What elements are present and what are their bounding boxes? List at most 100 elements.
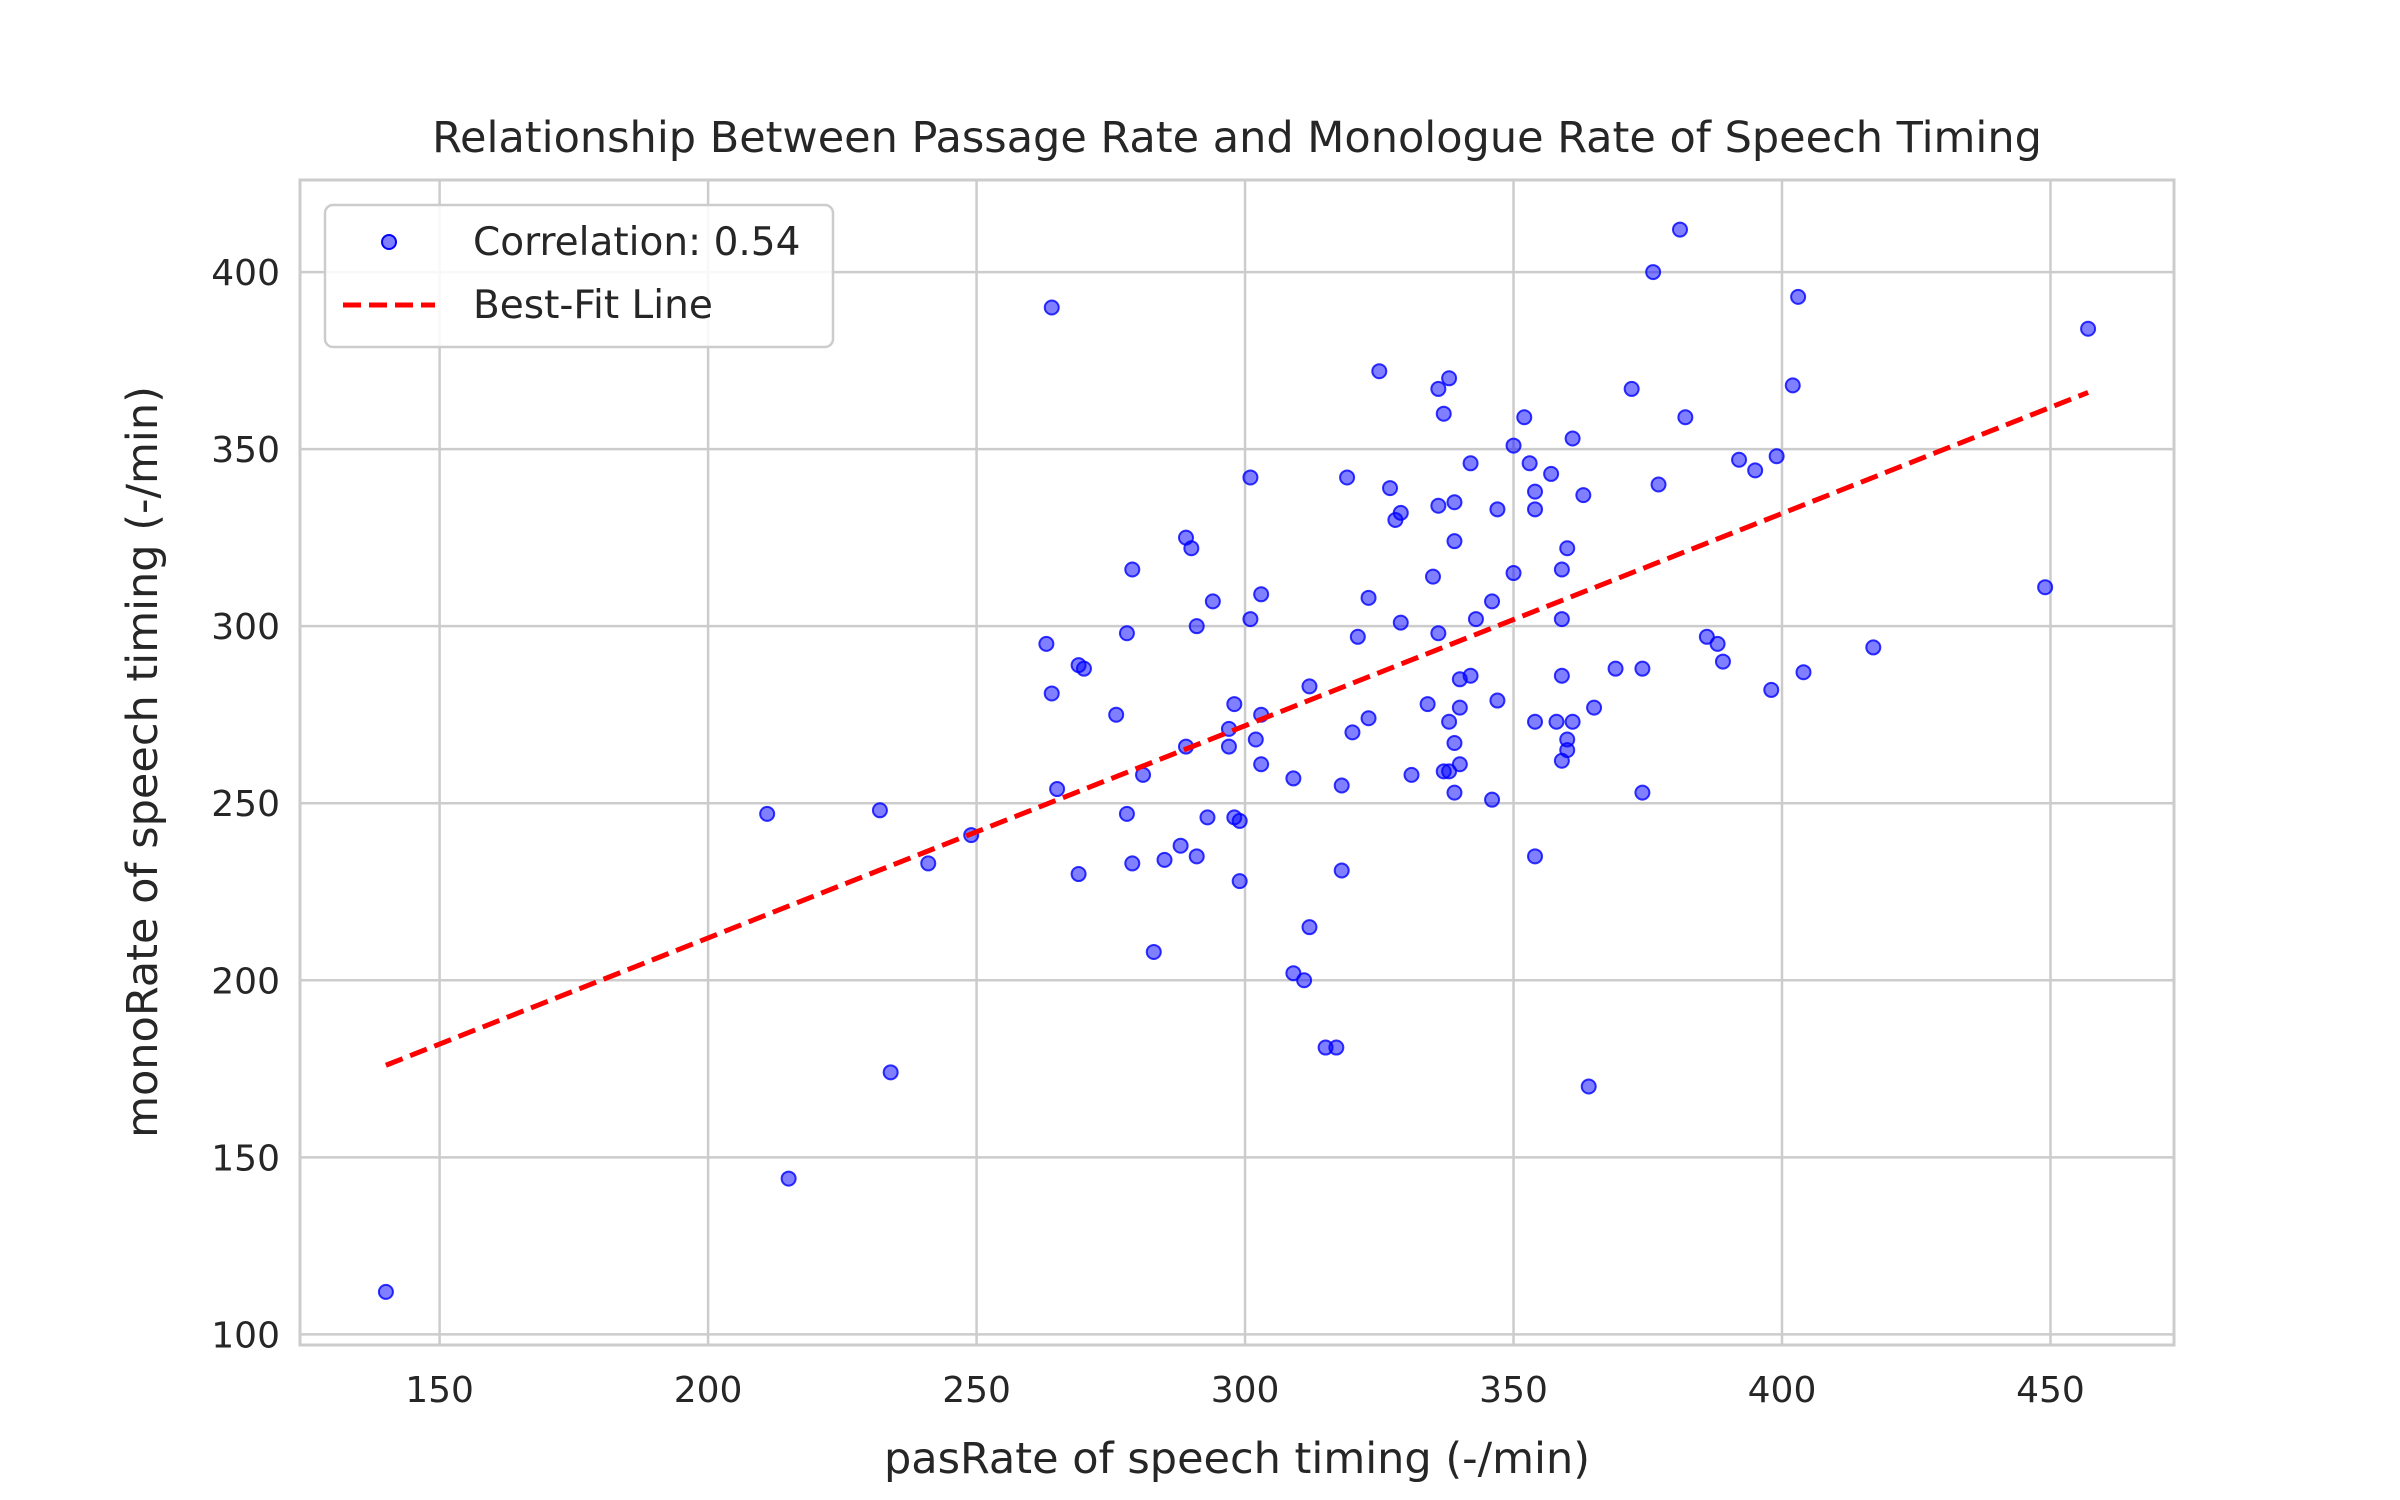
data-point xyxy=(1553,561,1570,578)
data-point xyxy=(1580,1078,1597,1095)
data-point xyxy=(1564,430,1581,447)
data-point xyxy=(1484,791,1501,808)
data-point xyxy=(1231,812,1248,829)
data-point xyxy=(1763,681,1780,698)
y-tick-label: 300 xyxy=(211,607,280,648)
data-point xyxy=(1285,965,1302,982)
data-point xyxy=(1586,699,1603,716)
data-point xyxy=(1145,943,1162,960)
data-point xyxy=(1768,448,1785,465)
data-point xyxy=(1070,866,1087,883)
data-point xyxy=(1349,628,1366,645)
y-tick-label: 150 xyxy=(211,1138,280,1179)
data-point xyxy=(1043,685,1060,702)
data-point xyxy=(759,805,776,822)
data-point xyxy=(1505,565,1522,582)
data-point xyxy=(882,1064,899,1081)
x-tick-label: 400 xyxy=(1748,1370,1817,1411)
data-point xyxy=(1467,611,1484,628)
data-point xyxy=(1156,851,1173,868)
data-point xyxy=(1451,756,1468,773)
data-point xyxy=(1188,848,1205,865)
data-point xyxy=(1285,770,1302,787)
y-axis-label: monoRate of speech timing (-/min) xyxy=(118,386,168,1138)
data-point xyxy=(1424,568,1441,585)
data-point xyxy=(2037,579,2054,596)
data-point xyxy=(1623,380,1640,397)
data-point xyxy=(1360,589,1377,606)
data-point xyxy=(1333,862,1350,879)
data-point xyxy=(1435,405,1452,422)
data-point xyxy=(1505,437,1522,454)
data-point xyxy=(1204,593,1221,610)
data-point xyxy=(1382,480,1399,497)
data-point xyxy=(1253,586,1270,603)
data-point xyxy=(1371,363,1388,380)
x-tick-label: 250 xyxy=(942,1370,1011,1411)
data-point xyxy=(1484,593,1501,610)
data-point xyxy=(1489,692,1506,709)
data-point xyxy=(1242,469,1259,486)
data-point xyxy=(1049,781,1066,798)
data-point xyxy=(1441,763,1458,780)
data-point xyxy=(1645,264,1662,281)
data-point xyxy=(1118,625,1135,642)
data-point xyxy=(1403,766,1420,783)
data-point xyxy=(1446,494,1463,511)
data-point xyxy=(1527,713,1544,730)
data-point xyxy=(871,802,888,819)
data-point xyxy=(1559,742,1576,759)
data-point xyxy=(1607,660,1624,677)
best-fit-line xyxy=(384,390,2090,1068)
data-point xyxy=(1446,735,1463,752)
data-point xyxy=(1392,504,1409,521)
legend-scatter-marker xyxy=(381,234,397,250)
data-point xyxy=(1333,777,1350,794)
data-point xyxy=(1075,660,1092,677)
data-point xyxy=(1575,487,1592,504)
data-point xyxy=(1188,618,1205,635)
data-point xyxy=(1795,664,1812,681)
data-point xyxy=(1301,678,1318,695)
best-fit-line-path xyxy=(384,390,2090,1068)
data-point xyxy=(1865,639,1882,656)
data-point xyxy=(1634,784,1651,801)
data-point xyxy=(1731,451,1748,468)
data-point xyxy=(1392,614,1409,631)
y-tick-label: 400 xyxy=(211,253,280,294)
data-point xyxy=(1043,299,1060,316)
data-point xyxy=(1220,738,1237,755)
grid-lines xyxy=(300,180,2174,1345)
data-point xyxy=(1489,501,1506,518)
data-point xyxy=(920,855,937,872)
data-point xyxy=(1441,370,1458,387)
data-point xyxy=(1709,635,1726,652)
x-tick-label: 200 xyxy=(674,1370,743,1411)
data-point xyxy=(1360,710,1377,727)
data-point xyxy=(1747,462,1764,479)
data-point xyxy=(1430,380,1447,397)
data-point xyxy=(1516,409,1533,426)
data-point xyxy=(1108,706,1125,723)
x-tick-label: 350 xyxy=(1479,1370,1548,1411)
data-point xyxy=(1790,288,1807,305)
legend: Correlation: 0.54 Best-Fit Line xyxy=(323,203,835,349)
data-point xyxy=(1441,713,1458,730)
data-point xyxy=(1172,837,1189,854)
data-point xyxy=(1527,848,1544,865)
data-point xyxy=(1698,628,1715,645)
data-point xyxy=(1183,540,1200,557)
data-point xyxy=(1344,724,1361,741)
plot-frame xyxy=(298,178,2176,1347)
data-point xyxy=(1527,501,1544,518)
x-tick-label: 450 xyxy=(2016,1370,2085,1411)
x-tick-label: 300 xyxy=(1211,1370,1280,1411)
data-point xyxy=(1527,483,1544,500)
y-tick-label: 100 xyxy=(211,1315,280,1356)
data-point xyxy=(1553,667,1570,684)
data-point xyxy=(1430,625,1447,642)
y-tick-label: 200 xyxy=(211,961,280,1002)
data-point xyxy=(1199,809,1216,826)
y-tick-label: 250 xyxy=(211,784,280,825)
